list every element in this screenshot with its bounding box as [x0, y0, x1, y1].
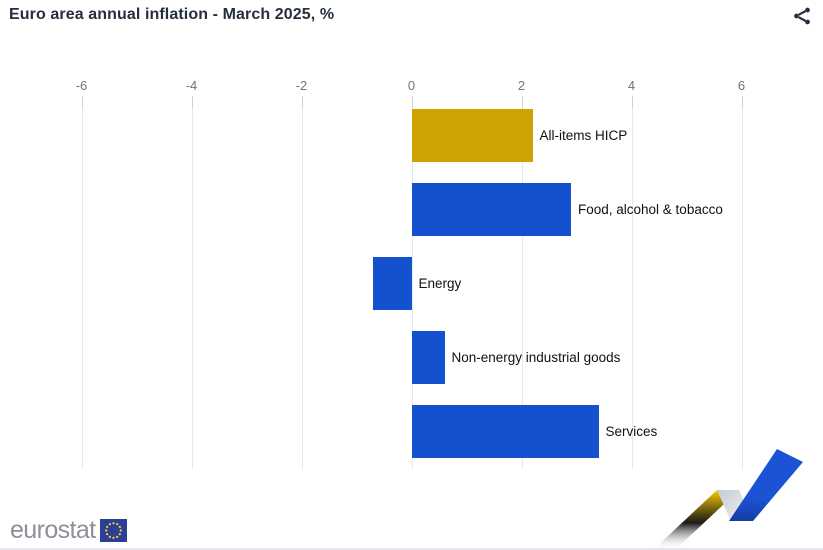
grid-line [741, 99, 743, 469]
bar-label: Food, alcohol & tobacco [578, 202, 723, 218]
grid-line [301, 99, 303, 469]
axis-tick-label: -6 [75, 78, 88, 93]
axis-tick [411, 96, 413, 108]
eurostat-wordmark: eurostat [10, 515, 96, 544]
bar-label: Non-energy industrial goods [451, 350, 621, 366]
axis-tick [631, 96, 633, 108]
bar[interactable] [411, 331, 445, 385]
grid-line [631, 99, 633, 469]
axis-tick [521, 96, 523, 108]
grid-line [411, 99, 413, 469]
share-network-icon [794, 7, 810, 25]
axis-tick-label: -4 [185, 78, 198, 93]
bar[interactable] [411, 405, 599, 459]
axis-tick [301, 96, 303, 108]
axis-tick-label: 0 [407, 78, 416, 93]
grid-line [191, 99, 193, 469]
bar[interactable] [411, 183, 571, 237]
eu-flag-icon [99, 518, 127, 542]
axis-tick-label: 2 [517, 78, 526, 93]
eurostat-logo: eurostat [10, 515, 127, 545]
grid-line [521, 99, 523, 469]
axis-tick-label: -2 [295, 78, 308, 93]
bar-label: Services [605, 424, 658, 440]
bar-label: Energy [418, 276, 462, 292]
axis-tick [741, 96, 743, 108]
axis-tick-label: 6 [737, 78, 746, 93]
bar[interactable] [373, 257, 412, 311]
bar-label: All-items HICP [539, 128, 628, 144]
axis-tick-label: 4 [627, 78, 636, 93]
bar[interactable] [411, 109, 533, 163]
axis-tick [191, 96, 193, 108]
chart-title: Euro area annual inflation - March 2025,… [9, 6, 335, 23]
axis-tick [81, 96, 83, 108]
grid-line [81, 99, 83, 469]
share-button[interactable] [791, 5, 813, 27]
bottom-border [0, 548, 823, 550]
